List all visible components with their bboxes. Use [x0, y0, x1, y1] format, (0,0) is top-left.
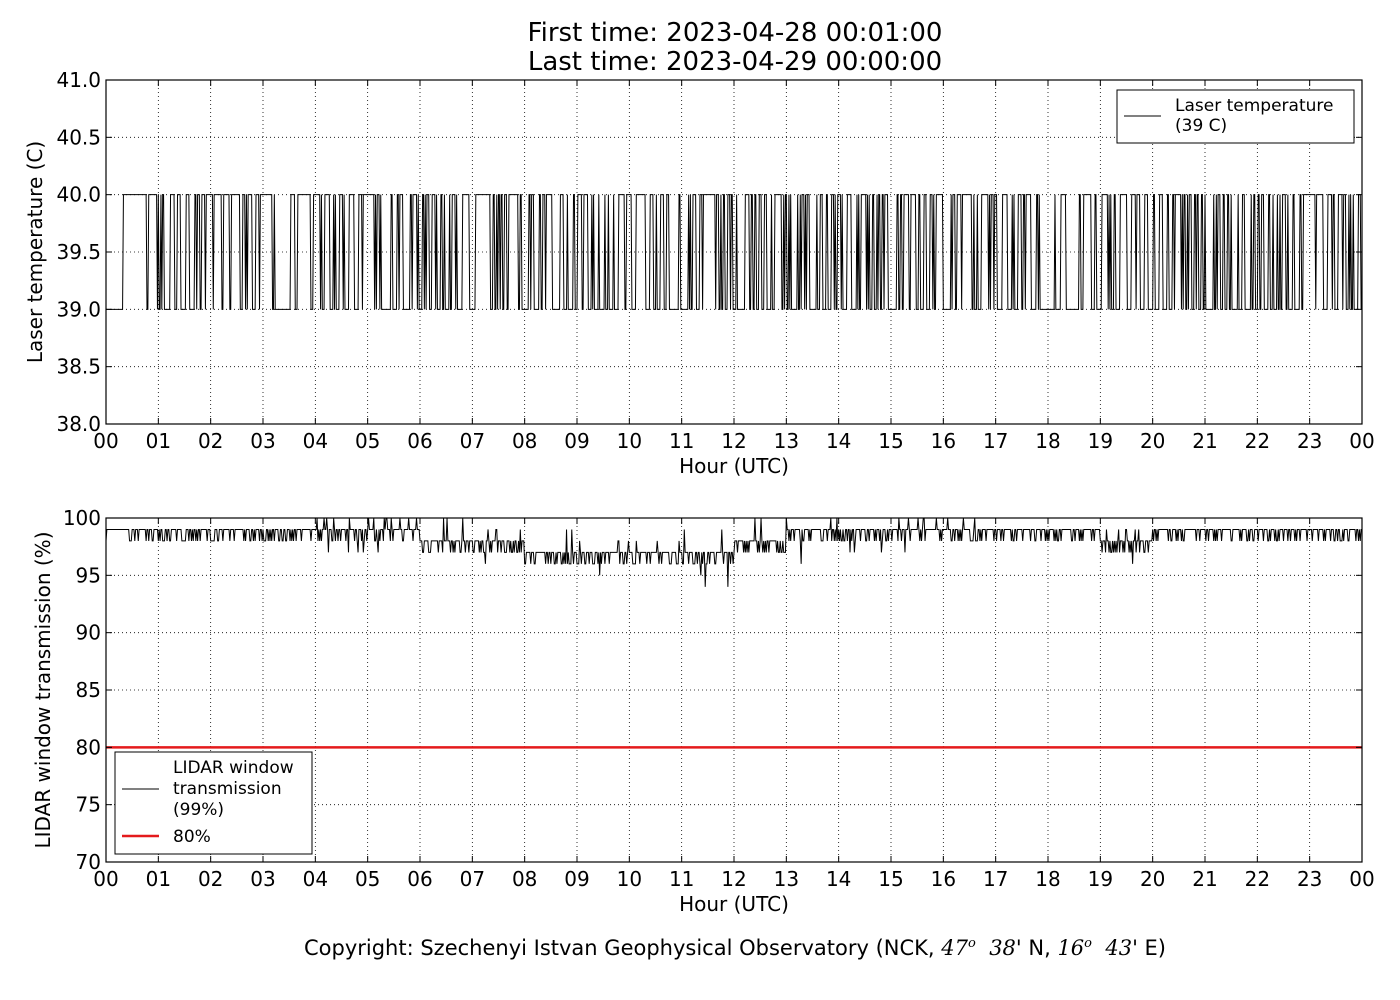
y-tick-label: 80: [76, 735, 101, 759]
laser-temperature-line: [106, 194, 1362, 310]
x-tick-label: 07: [460, 429, 485, 453]
x-tick-label: 21: [1192, 867, 1217, 891]
x-tick-label: 16: [931, 867, 956, 891]
x-tick-label: 13: [774, 429, 799, 453]
x-tick-label: 01: [146, 867, 171, 891]
legend-label-lidar: (99%): [173, 800, 224, 820]
x-tick-label: 06: [407, 867, 432, 891]
x-tick-label: 04: [303, 429, 328, 453]
x-tick-label: 22: [1245, 867, 1270, 891]
x-axis-label: Hour (UTC): [679, 892, 789, 916]
x-tick-label: 09: [564, 429, 589, 453]
lidar-transmission-line: [105, 517, 1362, 587]
x-tick-label: 16: [931, 429, 956, 453]
longitude-minutes: 43: [1105, 936, 1133, 960]
longitude-suffix: ' E): [1132, 936, 1167, 960]
x-tick-label: 11: [669, 867, 694, 891]
x-tick-label: 03: [250, 867, 275, 891]
latitude-degree-mark: o: [968, 936, 976, 951]
x-tick-label: 17: [983, 429, 1008, 453]
latitude-suffix: ' N,: [1015, 936, 1058, 960]
x-tick-label: 12: [721, 429, 746, 453]
legend-label-laser: (39 C): [1175, 116, 1227, 136]
y-axis-label: Laser temperature (C): [23, 141, 47, 363]
x-tick-label: 00: [1349, 429, 1374, 453]
x-tick-label: 14: [826, 429, 851, 453]
x-tick-label: 05: [355, 429, 380, 453]
x-tick-label: 11: [669, 429, 694, 453]
copyright-prefix: Copyright: Szechenyi Istvan Geophysical …: [303, 936, 942, 960]
x-tick-label: 10: [617, 429, 642, 453]
x-tick-label: 00: [93, 429, 118, 453]
y-tick-label: 70: [76, 850, 101, 874]
x-tick-label: 20: [1140, 429, 1165, 453]
chart-title-line1: First time: 2023-04-28 00:01:00: [527, 18, 943, 48]
chart-title-line2: Last time: 2023-04-29 00:00:00: [527, 47, 943, 77]
y-tick-label: 85: [76, 678, 101, 702]
y-tick-label: 38.0: [56, 412, 101, 436]
x-tick-label: 14: [826, 867, 851, 891]
copyright-text: Copyright: Szechenyi Istvan Geophysical …: [0, 936, 1400, 960]
x-tick-label: 09: [564, 867, 589, 891]
x-tick-label: 01: [146, 429, 171, 453]
latitude-degrees: 47: [941, 936, 968, 960]
latitude-minutes: 38: [989, 936, 1016, 960]
y-axis-label: LIDAR window transmission (%): [31, 532, 55, 849]
x-tick-label: 18: [1035, 429, 1060, 453]
y-tick-label: 90: [76, 621, 101, 645]
chart-2: [105, 517, 1363, 863]
y-tick-label: 100: [63, 506, 101, 530]
x-tick-label: 15: [878, 429, 903, 453]
x-tick-label: 06: [407, 429, 432, 453]
y-tick-label: 41.0: [56, 68, 101, 92]
x-tick-label: 23: [1297, 429, 1322, 453]
x-tick-label: 19: [1088, 429, 1113, 453]
y-tick-label: 75: [76, 793, 101, 817]
x-tick-label: 00: [93, 867, 118, 891]
x-tick-label: 13: [774, 867, 799, 891]
x-tick-label: 23: [1297, 867, 1322, 891]
y-tick-label: 95: [76, 563, 101, 587]
legend-label-lidar: transmission: [173, 779, 282, 799]
x-tick-label: 07: [460, 867, 485, 891]
chart-1: [105, 79, 1363, 425]
longitude-degree-mark: o: [1084, 936, 1092, 951]
longitude-degrees: 16: [1057, 936, 1085, 960]
y-tick-label: 38.5: [56, 355, 101, 379]
y-tick-label: 39.5: [56, 240, 101, 264]
y-tick-label: 40.0: [56, 183, 101, 207]
x-tick-label: 10: [617, 867, 642, 891]
x-tick-label: 15: [878, 867, 903, 891]
x-tick-label: 21: [1192, 429, 1217, 453]
y-tick-label: 39.0: [56, 297, 101, 321]
y-tick-label: 40.5: [56, 125, 101, 149]
x-tick-label: 03: [250, 429, 275, 453]
x-tick-label: 19: [1088, 867, 1113, 891]
x-tick-label: 08: [512, 867, 537, 891]
x-tick-label: 02: [198, 429, 223, 453]
x-tick-label: 12: [721, 867, 746, 891]
x-axis-label: Hour (UTC): [679, 454, 789, 478]
x-tick-label: 02: [198, 867, 223, 891]
x-tick-label: 08: [512, 429, 537, 453]
x-tick-label: 22: [1245, 429, 1270, 453]
x-tick-label: 17: [983, 867, 1008, 891]
x-tick-label: 00: [1349, 867, 1374, 891]
x-tick-label: 04: [303, 867, 328, 891]
legend-label-lidar: LIDAR window: [173, 758, 294, 778]
legend-label-laser: Laser temperature: [1175, 96, 1333, 116]
x-tick-label: 18: [1035, 867, 1060, 891]
x-tick-label: 05: [355, 867, 380, 891]
legend-label-80: 80%: [173, 827, 211, 847]
x-tick-label: 20: [1140, 867, 1165, 891]
